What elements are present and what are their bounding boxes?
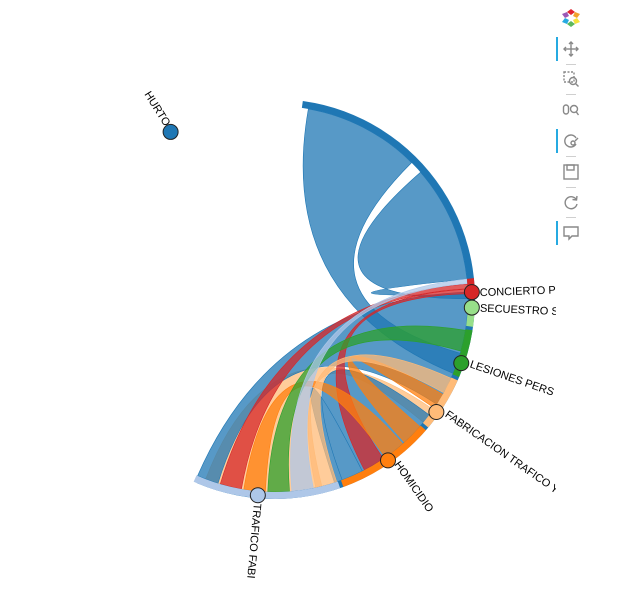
node-marker-5[interactable] bbox=[379, 452, 396, 469]
pan-tool-icon[interactable] bbox=[556, 37, 584, 61]
node-markers[interactable] bbox=[162, 123, 480, 504]
chord-links bbox=[197, 108, 469, 493]
node-label-3: LESIONES PERS bbox=[468, 359, 555, 399]
wheel-zoom-icon[interactable] bbox=[558, 98, 584, 122]
node-label-1: CONCIERTO P bbox=[480, 284, 556, 299]
reset-icon[interactable] bbox=[558, 190, 584, 214]
node-marker-0[interactable] bbox=[162, 123, 179, 140]
box-zoom-icon[interactable] bbox=[558, 67, 584, 91]
node-label-0: HURTO bbox=[142, 89, 173, 129]
node-label-5: HOMICIDIO bbox=[392, 459, 436, 515]
node-marker-4[interactable] bbox=[428, 403, 445, 420]
node-arc-5 bbox=[341, 425, 426, 487]
node-arc-6 bbox=[193, 475, 341, 499]
node-marker-2[interactable] bbox=[463, 299, 480, 316]
bokeh-logo-icon[interactable] bbox=[558, 6, 584, 30]
chord-plot[interactable]: HURTO CONCIERTO P SECUESTRO S LESIONES PERS… bbox=[0, 0, 556, 605]
save-icon[interactable] bbox=[558, 160, 584, 184]
chord-diagram[interactable]: HURTO CONCIERTO P SECUESTRO S LESIONES PERS… bbox=[0, 0, 556, 605]
chord-link-11 bbox=[307, 354, 452, 489]
tap-tool-icon[interactable] bbox=[556, 129, 584, 153]
node-marker-6[interactable] bbox=[249, 487, 266, 504]
chord-link-5 bbox=[335, 288, 469, 471]
chord-link-4 bbox=[302, 108, 461, 374]
node-label-4: FABRICACION TRAFICO Y bbox=[443, 409, 556, 497]
node-label-6: TRAFICO FABI bbox=[244, 503, 263, 579]
node-marker-1[interactable] bbox=[463, 284, 480, 301]
node-marker-3[interactable] bbox=[453, 355, 470, 372]
node-arc-2 bbox=[466, 312, 475, 327]
plot-toolbar bbox=[556, 0, 586, 260]
node-label-2: SECUESTRO S bbox=[480, 303, 556, 318]
hover-tool-icon[interactable] bbox=[556, 221, 584, 245]
